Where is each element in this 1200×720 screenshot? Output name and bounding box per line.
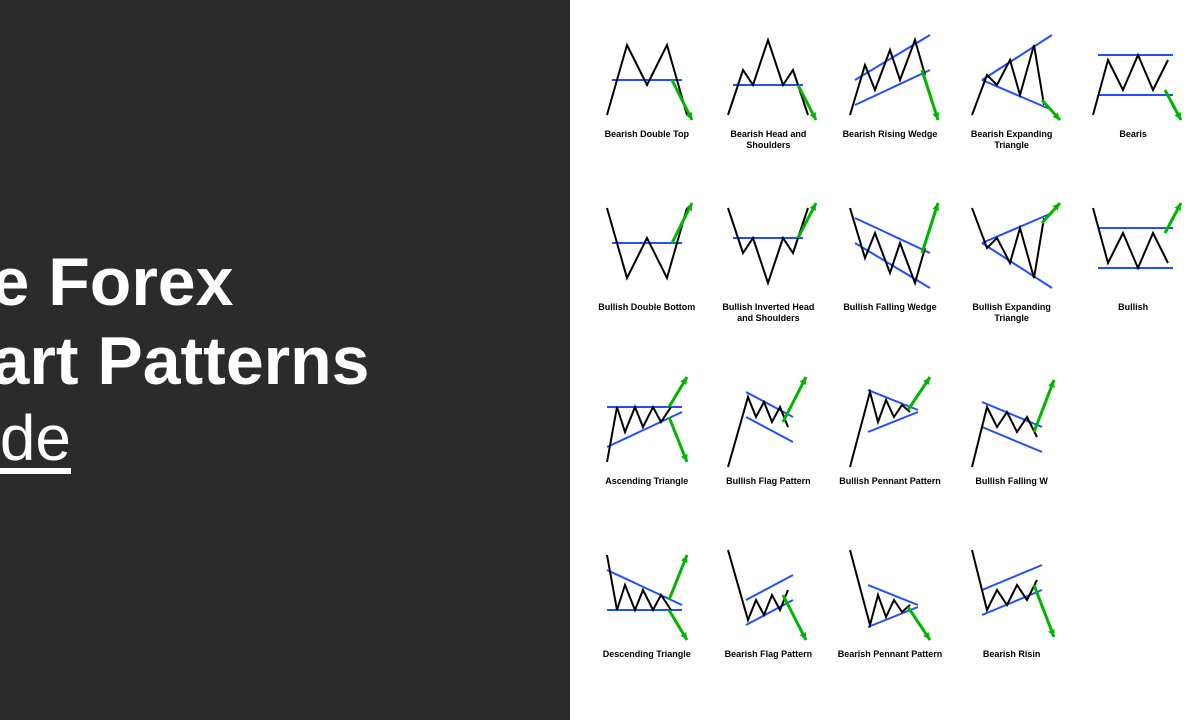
pattern-diagram [957,545,1067,645]
pattern-cell: Bearish Flag Pattern [712,545,826,700]
pattern-diagram [713,372,823,472]
pattern-cell: Ascending Triangle [590,372,704,527]
pattern-diagram [1078,25,1188,125]
pattern-cell: Bearis [1076,25,1190,180]
pattern-cell: Bullish Flag Pattern [712,372,826,527]
pattern-cell: Bearish Head and Shoulders [712,25,826,180]
pattern-label: Bullish Falling Wedge [843,302,936,313]
pattern-diagram [713,25,823,125]
pattern-diagram [713,198,823,298]
pattern-label: Descending Triangle [603,649,691,660]
pattern-diagram [957,198,1067,298]
pattern-label: Ascending Triangle [605,476,688,487]
pattern-cell: Bearish Pennant Pattern [833,545,947,700]
patterns-grid: Bearish Double Top Bearish Head and Shoul… [570,0,1200,720]
pattern-label: Bearish Rising Wedge [843,129,938,140]
pattern-cell: Bearish Rising Wedge [833,25,947,180]
pattern-label: Bearis [1119,129,1147,140]
pattern-label: Bullish Flag Pattern [726,476,811,487]
pattern-label: Bearish Pennant Pattern [838,649,943,660]
pattern-cell: Bullish Falling W [955,372,1069,527]
pattern-label: Bullish Falling W [975,476,1048,487]
pattern-diagram [1078,198,1188,298]
pattern-cell: Bullish Expanding Triangle [955,198,1069,353]
pattern-cell: Descending Triangle [590,545,704,700]
pattern-label: Bearish Risin [983,649,1041,660]
title-panel: he Forex hart Patterns uide [0,0,570,720]
pattern-cell: Bearish Risin [955,545,1069,700]
pattern-cell: Bearish Expanding Triangle [955,25,1069,180]
pattern-diagram [835,198,945,298]
pattern-cell: Bearish Double Top [590,25,704,180]
pattern-cell: Bullish Double Bottom [590,198,704,353]
pattern-diagram [957,372,1067,472]
pattern-diagram [592,545,702,645]
pattern-label: Bearish Flag Pattern [725,649,813,660]
pattern-label: Bullish Double Bottom [598,302,695,313]
pattern-cell: Bullish Falling Wedge [833,198,947,353]
pattern-cell: Bullish [1076,198,1190,353]
title-line-2: hart Patterns [0,322,570,400]
pattern-diagram [592,372,702,472]
pattern-cell: Bullish Inverted Head and Shoulders [712,198,826,353]
pattern-diagram [835,545,945,645]
pattern-diagram [835,25,945,125]
pattern-label: Bullish [1118,302,1148,313]
pattern-label: Bullish Expanding Triangle [957,302,1067,324]
pattern-diagram [713,545,823,645]
pattern-cell [1076,545,1190,700]
pattern-cell: Bullish Pennant Pattern [833,372,947,527]
pattern-label: Bearish Double Top [605,129,689,140]
pattern-diagram [592,25,702,125]
pattern-label: Bullish Pennant Pattern [839,476,941,487]
pattern-diagram [592,198,702,298]
pattern-diagram [957,25,1067,125]
pattern-label: Bullish Inverted Head and Shoulders [713,302,823,324]
title-line-1: he Forex [0,243,570,321]
pattern-diagram [835,372,945,472]
pattern-label: Bearish Head and Shoulders [713,129,823,151]
pattern-label: Bearish Expanding Triangle [957,129,1067,151]
title-subtitle: uide [0,400,570,477]
pattern-cell [1076,372,1190,527]
